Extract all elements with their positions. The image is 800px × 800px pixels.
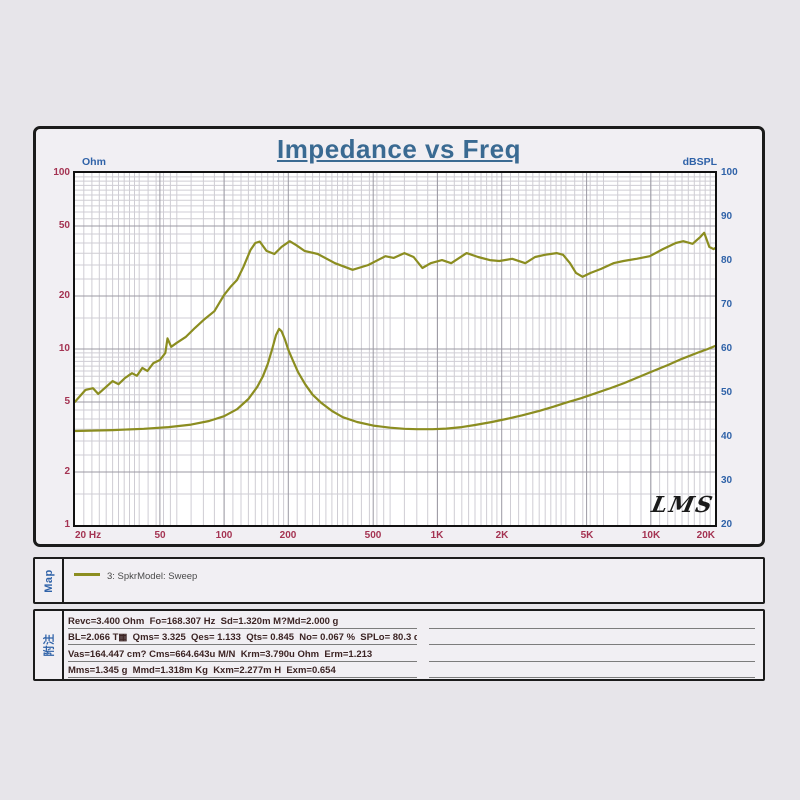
blank-underline <box>429 665 755 678</box>
left-axis-tick-label: 100 <box>53 167 70 178</box>
left-axis-unit-label: Ohm <box>82 156 106 168</box>
parameter-row: Mms=1.345 g Mmd=1.318m Kg Kxm=2.277m H E… <box>68 663 759 678</box>
left-axis-tick-label: 50 <box>58 220 70 231</box>
parameter-row: Revc=3.400 Ohm Fo=168.307 Hz Sd=1.320m M… <box>68 614 759 630</box>
left-axis-tick-label: 2 <box>64 466 70 477</box>
legend-label: 3: SpkrModel: Sweep <box>107 571 198 582</box>
right-axis-tick-label: 20 <box>721 519 733 530</box>
notes-section: 附注 Revc=3.400 Ohm Fo=168.307 Hz Sd=1.320… <box>33 609 765 681</box>
right-axis-tick-label: 70 <box>721 299 733 310</box>
right-axis-unit-label: dBSPL <box>682 156 717 168</box>
map-section-label-cell: Map <box>35 559 64 602</box>
curve-right <box>75 231 715 403</box>
x-axis-tick-label: 500 <box>364 530 382 541</box>
driver-parameters: Revc=3.400 Ohm Fo=168.307 Hz Sd=1.320m M… <box>64 611 763 679</box>
left-axis-tick-label: 5 <box>64 396 70 407</box>
right-axis-tick-label: 30 <box>721 475 733 486</box>
blank-underline <box>429 616 755 630</box>
left-axis-tick-label: 1 <box>64 519 70 530</box>
parameter-text: Mms=1.345 g Mmd=1.318m Kg Kxm=2.277m H E… <box>68 665 417 678</box>
x-axis-tick-label: 50 <box>154 530 166 541</box>
map-legend: 3: SpkrModel: Sweep <box>64 559 763 602</box>
x-axis-tick-label: 1K <box>430 530 444 541</box>
lms-logo: LMS <box>649 492 717 518</box>
map-section: Map 3: SpkrModel: Sweep <box>33 557 765 604</box>
x-axis-tick-label: 200 <box>279 530 297 541</box>
x-axis-tick-label: 5K <box>580 530 594 541</box>
x-axis-tick-label: 2K <box>495 530 509 541</box>
impedance-spl-plot <box>75 173 715 525</box>
right-axis-tick-label: 50 <box>721 387 733 398</box>
map-section-label: Map <box>42 568 55 593</box>
notes-section-label-cell: 附注 <box>35 611 64 679</box>
blank-underline <box>429 649 755 662</box>
notes-section-label: 附注 <box>43 633 56 657</box>
parameter-text: BL=2.066 T▦ Qms= 3.325 Qes= 1.133 Qts= 0… <box>68 632 417 646</box>
curve-left <box>75 327 715 433</box>
right-axis-tick-label: 100 <box>721 167 738 178</box>
x-axis-tick-label: 20K <box>696 530 715 541</box>
right-axis-tick-label: 40 <box>721 431 733 442</box>
left-axis-tick-label: 20 <box>58 290 70 301</box>
right-axis-tick-label: 80 <box>721 255 733 266</box>
x-axis-tick-label: 10K <box>641 530 661 541</box>
parameter-text: Revc=3.400 Ohm Fo=168.307 Hz Sd=1.320m M… <box>68 616 417 630</box>
parameter-text: Vas=164.447 cm? Cms=664.643u M/N Krm=3.7… <box>68 649 417 662</box>
left-axis-tick-label: 10 <box>58 343 70 354</box>
page-title: Impedance vs Freq <box>276 134 522 164</box>
legend-line-swatch <box>74 573 100 576</box>
right-axis-tick-label: 90 <box>721 211 733 222</box>
right-axis-tick-label: 60 <box>721 343 733 354</box>
parameter-row: Vas=164.447 cm? Cms=664.643u M/N Krm=3.7… <box>68 647 759 662</box>
blank-underline <box>429 632 755 646</box>
x-axis-tick-label: 20 Hz <box>75 530 102 541</box>
chart-plot-area <box>73 171 717 527</box>
x-axis-tick-label: 100 <box>215 530 233 541</box>
parameter-row: BL=2.066 T▦ Qms= 3.325 Qes= 1.133 Qts= 0… <box>68 630 759 646</box>
